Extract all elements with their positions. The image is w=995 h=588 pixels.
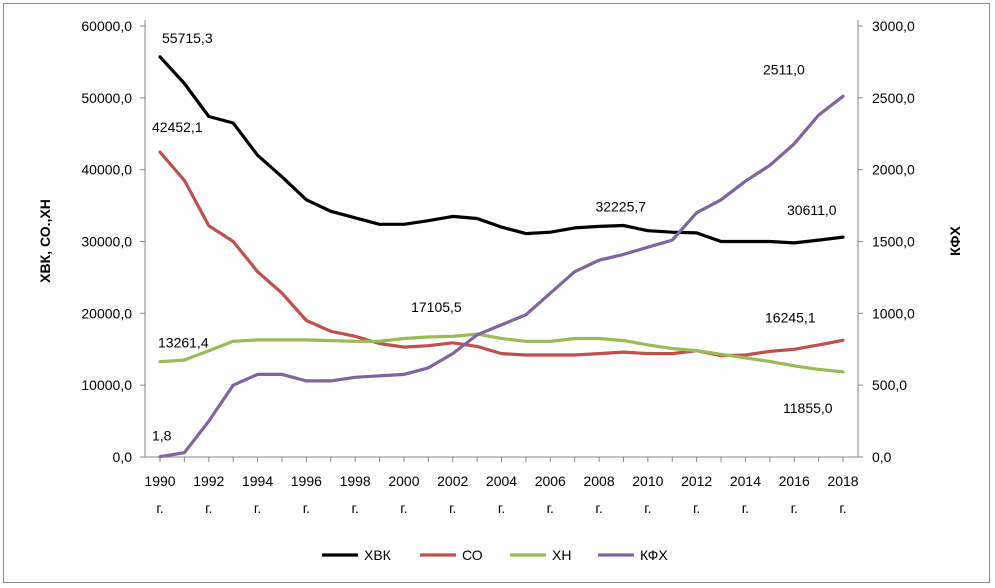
y-right-tick-label: 2000,0: [872, 162, 915, 178]
x-tick-label: 1992: [193, 473, 224, 489]
legend-item: КФХ: [598, 547, 668, 563]
x-tick-suffix: г.: [449, 500, 456, 516]
x-tick-label: 2008: [583, 473, 614, 489]
y-right-tick-label: 500,0: [872, 377, 907, 393]
x-tick-label: 2006: [535, 473, 566, 489]
x-tick-label: 1996: [291, 473, 322, 489]
x-tick-suffix: г.: [400, 500, 407, 516]
x-tick-suffix: г.: [839, 500, 846, 516]
legend: ХВК СО ХН КФХ: [322, 547, 668, 563]
y-right-tick-label: 3000,0: [872, 18, 915, 34]
x-tick-label: 1990: [144, 473, 175, 489]
data-label: 11855,0: [783, 400, 833, 416]
data-label: 32225,7: [595, 199, 646, 215]
data-label: 1,8: [152, 428, 172, 444]
series-layer: [158, 55, 845, 459]
legend-label: ХВК: [364, 547, 392, 563]
axes: 0,010000,020000,030000,040000,050000,060…: [37, 18, 963, 516]
legend-label: СО: [462, 547, 483, 563]
y-left-tick-label: 0,0: [113, 449, 133, 465]
series-line-ХВК: [158, 55, 845, 245]
x-tick-suffix: г.: [547, 500, 554, 516]
y-left-tick-label: 20000,0: [81, 305, 132, 321]
y-right-tick-label: 2500,0: [872, 90, 915, 106]
data-labels: 55715,3 32225,7 30611,0 42452,1 16245,1 13261…: [152, 30, 837, 444]
x-tick-label: 2010: [632, 473, 663, 489]
legend-item: СО: [420, 547, 483, 563]
data-label: 16245,1: [765, 309, 816, 325]
x-tick-label: 2016: [779, 473, 810, 489]
x-tick-suffix: г.: [254, 500, 261, 516]
data-label: 55715,3: [162, 30, 213, 46]
x-tick-suffix: г.: [595, 500, 602, 516]
x-tick-label: 2000: [388, 473, 419, 489]
y-left-tick-label: 10000,0: [81, 377, 132, 393]
y-right-tick-label: 1500,0: [872, 234, 915, 250]
x-tick-label: 2018: [827, 473, 858, 489]
chart-frame: [3, 3, 990, 583]
x-tick-suffix: г.: [205, 500, 212, 516]
series-line-ХН: [158, 332, 845, 374]
legend-label: КФХ: [640, 547, 668, 563]
series-line-КФХ: [158, 94, 845, 459]
x-tick-suffix: г.: [791, 500, 798, 516]
x-tick-label: 2002: [437, 473, 468, 489]
x-tick-label: 2012: [681, 473, 712, 489]
legend-item: ХН: [510, 547, 571, 563]
data-label: 42452,1: [152, 119, 203, 135]
x-tick-suffix: г.: [693, 500, 700, 516]
x-tick-label: 2014: [730, 473, 761, 489]
y-left-tick-label: 30000,0: [81, 234, 132, 250]
x-tick-label: 2004: [486, 473, 517, 489]
x-tick-suffix: г.: [498, 500, 505, 516]
y-right-tick-label: 1000,0: [872, 305, 915, 321]
y-left-tick-label: 60000,0: [81, 18, 132, 34]
x-tick-suffix: г.: [156, 500, 163, 516]
y-axis-left-title: ХВК, СО.,ХН: [37, 199, 53, 283]
y-left-tick-label: 40000,0: [81, 162, 132, 178]
legend-label: ХН: [552, 547, 571, 563]
x-tick-label: 1998: [340, 473, 371, 489]
legend-item: ХВК: [322, 547, 392, 563]
data-label: 2511,0: [763, 61, 805, 77]
x-tick-label: 1994: [242, 473, 273, 489]
x-tick-suffix: г.: [742, 500, 749, 516]
x-tick-suffix: г.: [303, 500, 310, 516]
x-tick-suffix: г.: [351, 500, 358, 516]
y-axis-right-title: КФХ: [947, 226, 963, 256]
data-label: 13261,4: [158, 335, 209, 351]
y-right-tick-label: 0,0: [872, 449, 892, 465]
data-label: 17105,5: [411, 299, 462, 315]
y-left-tick-label: 50000,0: [81, 90, 132, 106]
x-tick-suffix: г.: [644, 500, 651, 516]
data-label: 30611,0: [787, 202, 837, 218]
